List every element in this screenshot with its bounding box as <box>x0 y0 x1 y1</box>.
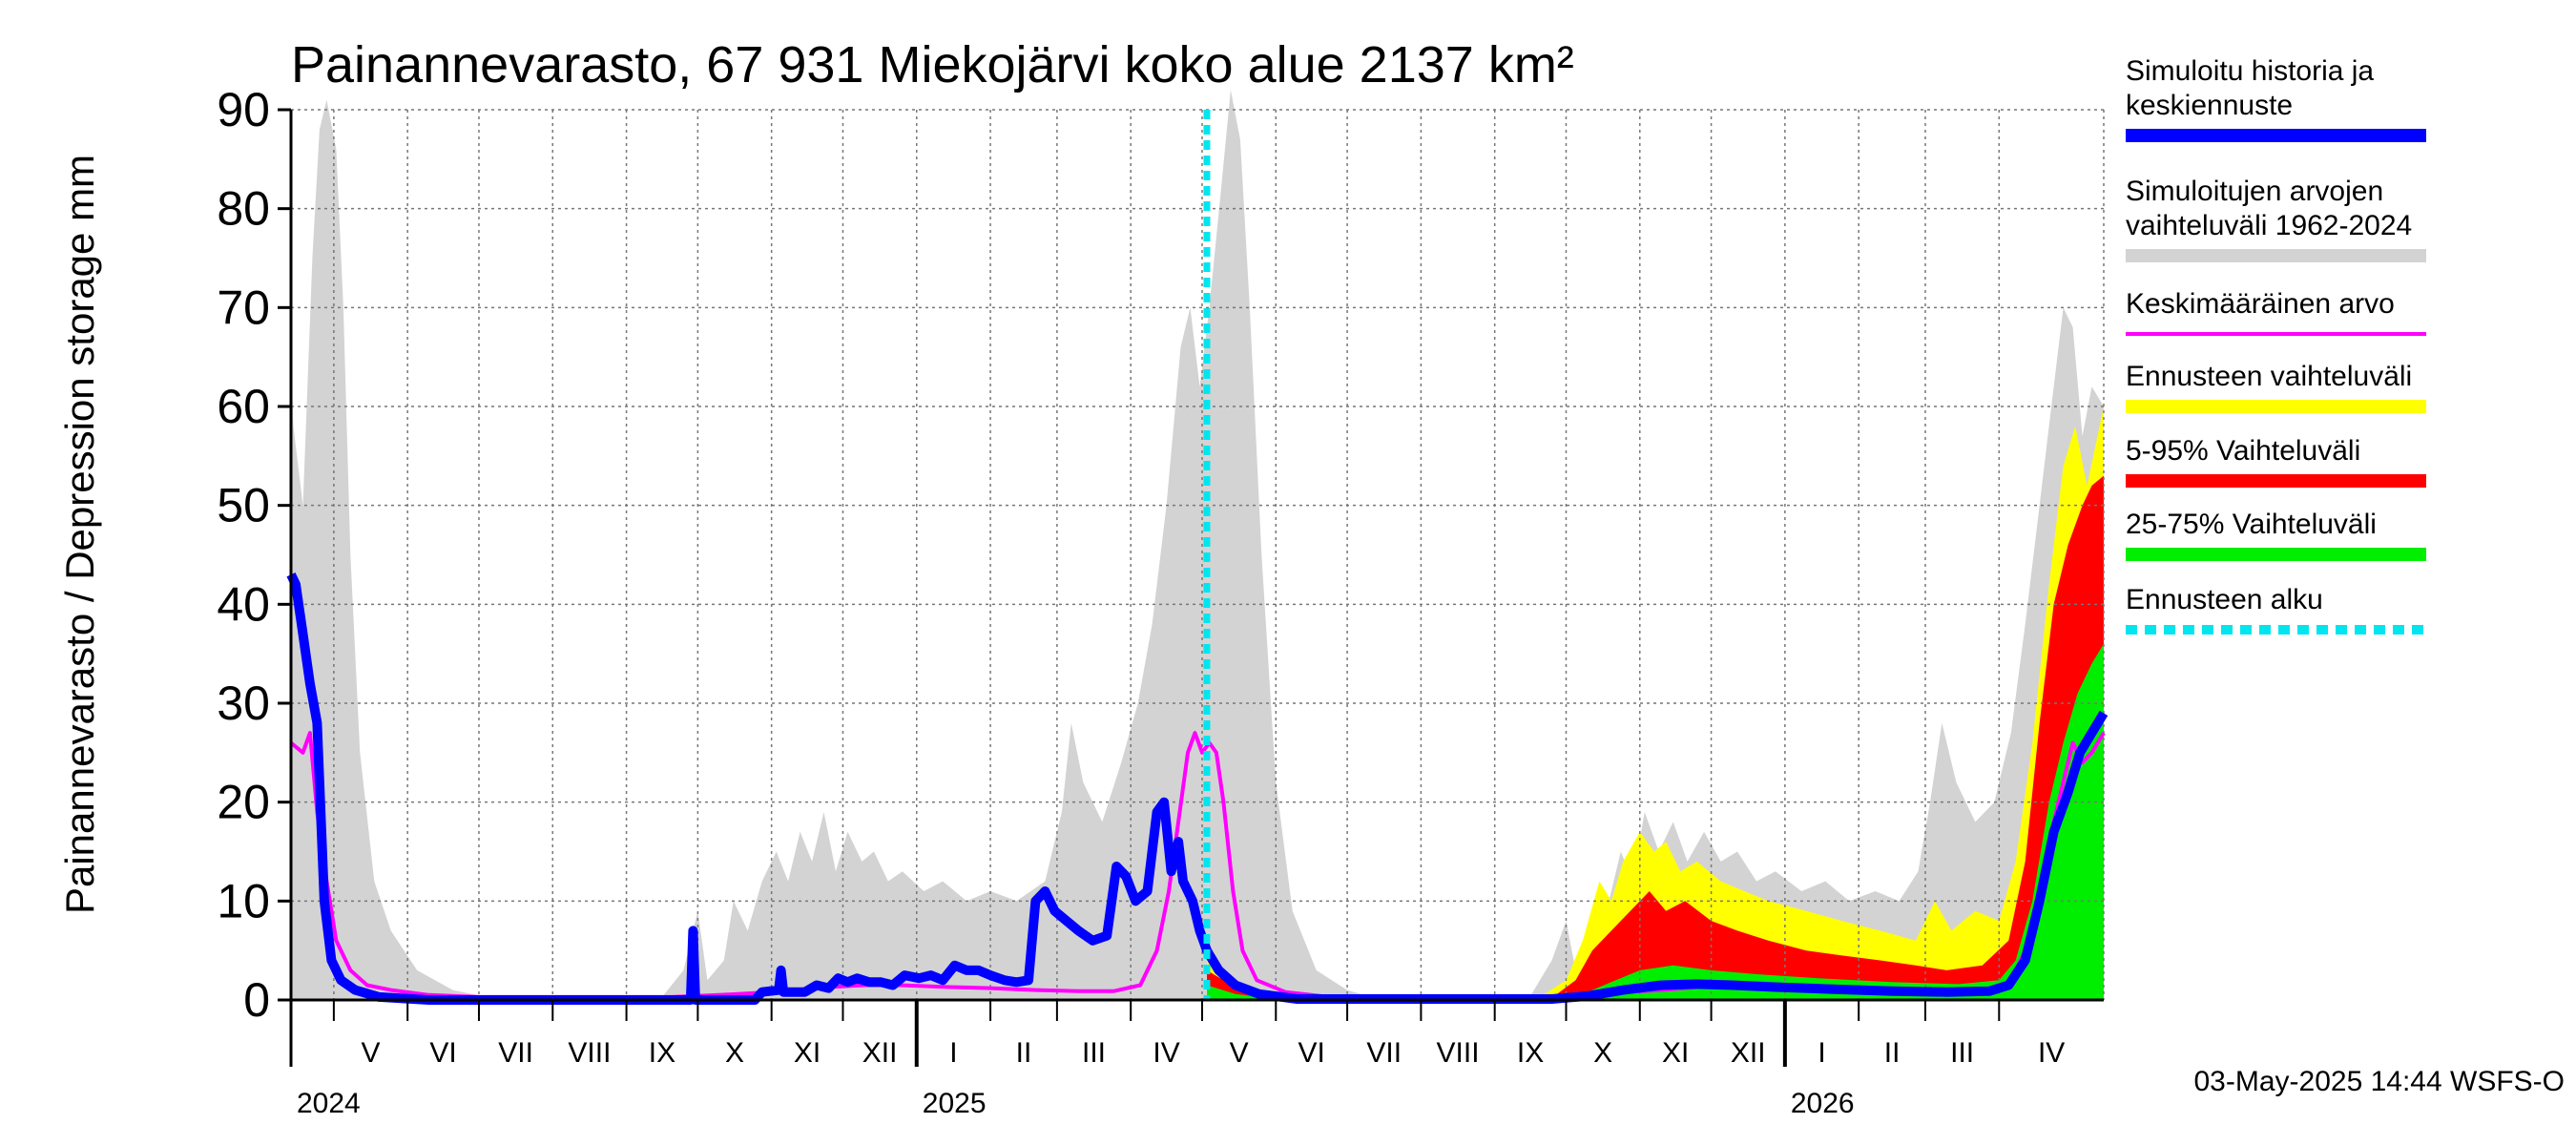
month-label-7: XII <box>862 1037 898 1069</box>
month-label-12: V <box>1230 1037 1249 1069</box>
month-label-15: VIII <box>1437 1037 1480 1069</box>
legend-item-6: Ennusteen alku <box>2126 584 2426 635</box>
month-label-23: IV <box>2038 1037 2065 1069</box>
year-label-1: 2025 <box>923 1088 987 1119</box>
legend: Simuloitu historia jakeskiennusteSimuloi… <box>2126 55 2426 635</box>
legend-label-1-0: Simuloitujen arvojen <box>2126 176 2383 207</box>
band-3 <box>1207 643 2104 1000</box>
month-label-22: III <box>1950 1037 1974 1069</box>
month-label-3: VIII <box>568 1037 611 1069</box>
month-label-0: V <box>362 1037 381 1069</box>
month-label-19: XII <box>1731 1037 1766 1069</box>
month-label-16: IX <box>1517 1037 1544 1069</box>
month-label-8: I <box>949 1037 957 1069</box>
legend-label-6-0: Ennusteen alku <box>2126 584 2323 615</box>
month-label-14: VII <box>1366 1037 1402 1069</box>
month-label-6: XI <box>794 1037 821 1069</box>
month-label-13: VI <box>1298 1037 1325 1069</box>
legend-label-4-0: 5-95% Vaihteluväli <box>2126 435 2360 467</box>
legend-item-2: Keskimääräinen arvo <box>2126 288 2426 336</box>
band-2 <box>1207 475 2104 1001</box>
legend-label-1-1: vaihteluväli 1962-2024 <box>2126 210 2412 241</box>
year-label-0: 2024 <box>297 1088 361 1119</box>
legend-label-0-0: Simuloitu historia ja <box>2126 55 2374 87</box>
month-label-9: II <box>1016 1037 1032 1069</box>
month-label-4: IX <box>649 1037 675 1069</box>
month-label-21: II <box>1884 1037 1901 1069</box>
y-tick-label-7: 70 <box>217 281 270 334</box>
month-label-17: X <box>1593 1037 1612 1069</box>
month-label-5: X <box>725 1037 744 1069</box>
y-tick-label-0: 0 <box>243 973 270 1027</box>
y-tick-label-3: 30 <box>217 677 270 730</box>
month-label-1: VI <box>429 1037 456 1069</box>
y-tick-label-5: 50 <box>217 479 270 532</box>
series-line-1 <box>286 572 2109 1005</box>
band-0 <box>291 90 2104 1001</box>
month-label-18: XI <box>1662 1037 1689 1069</box>
month-label-11: IV <box>1153 1037 1179 1069</box>
legend-item-3: Ennusteen vaihteluväli <box>2126 361 2426 413</box>
legend-label-0-1: keskiennuste <box>2126 90 2293 121</box>
legend-label-2-0: Keskimääräinen arvo <box>2126 288 2395 320</box>
line-layer <box>286 110 2109 1005</box>
y-tick-label-6: 60 <box>217 380 270 433</box>
y-axis-label: Painannevarasto / Depression storage mm <box>57 155 102 914</box>
month-label-10: III <box>1082 1037 1106 1069</box>
timestamp-footer: 03-May-2025 14:44 WSFS-O <box>2194 1066 2566 1097</box>
legend-label-5-0: 25-75% Vaihteluväli <box>2126 509 2377 540</box>
x-axis-labels: V VI VII VIII IX X XI XII I II III IV V VI VII VIII IX X X… <box>297 1037 2065 1119</box>
year-label-2: 2026 <box>1791 1088 1855 1119</box>
band-layer <box>291 90 2104 1001</box>
legend-item-4: 5-95% Vaihteluväli <box>2126 435 2426 488</box>
chart-title: Painannevarasto, 67 931 Miekojärvi koko … <box>291 36 1574 94</box>
axes-layer: 0 10 20 30 40 50 60 70 80 90 <box>217 83 2104 1067</box>
grid-layer <box>291 109 2105 1000</box>
y-tick-label-8: 80 <box>217 182 270 236</box>
legend-item-5: 25-75% Vaihteluväli <box>2126 509 2426 561</box>
y-tick-label-4: 40 <box>217 577 270 631</box>
y-tick-label-2: 20 <box>217 776 270 829</box>
y-tick-label-1: 10 <box>217 874 270 927</box>
month-label-2: VII <box>498 1037 533 1069</box>
legend-label-3-0: Ennusteen vaihteluväli <box>2126 361 2412 392</box>
month-label-20: I <box>1818 1037 1825 1069</box>
y-tick-label-9: 90 <box>217 83 270 136</box>
